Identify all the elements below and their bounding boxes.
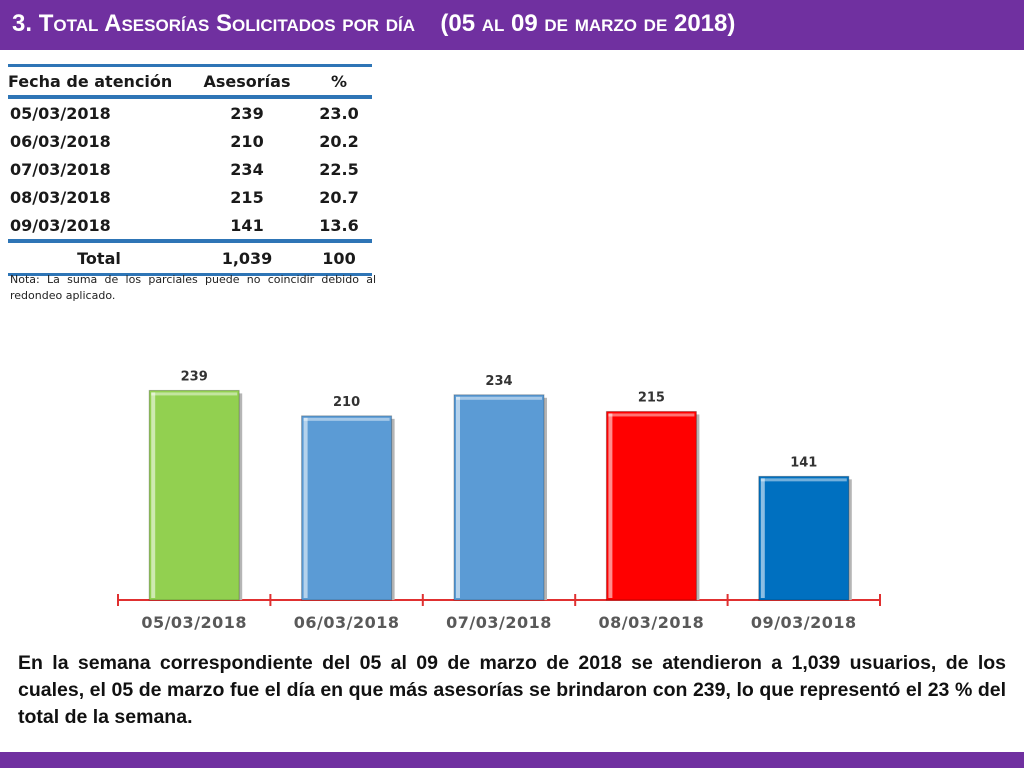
bar	[453, 394, 545, 601]
table-total-row: Total 1,039 100	[8, 239, 372, 276]
summary-paragraph: En la semana correspondiente del 05 al 0…	[18, 652, 1006, 728]
cell-percent: 23.0	[319, 103, 359, 123]
table-header-row: Fecha de atención Asesorías %	[8, 64, 372, 99]
bar	[148, 389, 240, 601]
table-row: 08/03/2018 215 20.7	[8, 183, 372, 211]
bar-chart: 239 05/03/2018 210 06/03/2018 234 07/03/2018 2…	[117, 369, 881, 632]
cell-percent: 20.2	[319, 131, 359, 151]
x-tick-label: 05/03/2018	[141, 613, 247, 632]
data-label: 210	[333, 395, 360, 410]
cell-count: 215	[230, 187, 264, 207]
bar-highlight	[151, 392, 238, 396]
bar-highlight	[303, 417, 308, 598]
col-header-count: Asesorías	[188, 64, 306, 99]
table-row: 07/03/2018 234 22.5	[8, 155, 372, 183]
total-label: Total	[8, 239, 188, 276]
rounding-note: Nota: La suma de los parciales puede no …	[10, 273, 376, 302]
table-row: 06/03/2018 210 20.2	[8, 127, 372, 155]
bar	[758, 475, 850, 601]
total-count: 1,039	[188, 239, 306, 276]
cell-count: 141	[230, 215, 264, 235]
cell-date: 06/03/2018	[10, 131, 111, 151]
bar-highlight	[760, 478, 765, 598]
bar-highlight	[608, 413, 695, 417]
bar	[605, 410, 697, 601]
cell-count: 239	[230, 103, 264, 123]
cell-percent: 20.7	[319, 187, 359, 207]
advisory-table: Fecha de atención Asesorías % 05/03/2018…	[8, 64, 372, 276]
total-percent: 100	[306, 239, 372, 276]
x-tick-label: 06/03/2018	[294, 613, 400, 632]
bar-highlight	[608, 413, 613, 598]
data-label: 234	[485, 374, 512, 389]
cell-date: 09/03/2018	[10, 215, 111, 235]
bar-highlight	[456, 396, 460, 598]
cell-date: 05/03/2018	[10, 103, 111, 123]
bar-highlight	[456, 396, 542, 400]
cell-count: 210	[230, 131, 264, 151]
title-bar: 3. Total Asesorías Solicitados por día (…	[0, 0, 1024, 50]
cell-count: 234	[230, 159, 264, 179]
bottom-bar	[0, 752, 1024, 768]
slide-title: 3. Total Asesorías Solicitados por día (…	[12, 10, 735, 38]
col-header-percent: %	[306, 64, 372, 99]
x-tick-label: 07/03/2018	[446, 613, 552, 632]
title-number: 3.	[12, 10, 33, 37]
cell-date: 08/03/2018	[10, 187, 111, 207]
cell-percent: 13.6	[319, 215, 359, 235]
cell-percent: 22.5	[319, 159, 359, 179]
bar	[301, 415, 393, 601]
table-row: 09/03/2018 141 13.6	[8, 211, 372, 241]
data-label: 141	[790, 455, 817, 470]
data-label: 215	[638, 390, 665, 405]
table-row: 05/03/2018 239 23.0	[8, 97, 372, 127]
x-tick-label: 09/03/2018	[751, 613, 857, 632]
col-header-date: Fecha de atención	[8, 64, 188, 99]
cell-date: 07/03/2018	[10, 159, 111, 179]
title-range: (05 al 09 de marzo de 2018)	[440, 10, 736, 37]
bar-highlight	[151, 392, 156, 598]
bar-highlight	[760, 478, 847, 482]
bar-highlight	[303, 417, 390, 421]
title-main: Total Asesorías Solicitados por día	[38, 10, 416, 37]
data-label: 239	[181, 369, 208, 384]
x-tick-label: 08/03/2018	[599, 613, 705, 632]
